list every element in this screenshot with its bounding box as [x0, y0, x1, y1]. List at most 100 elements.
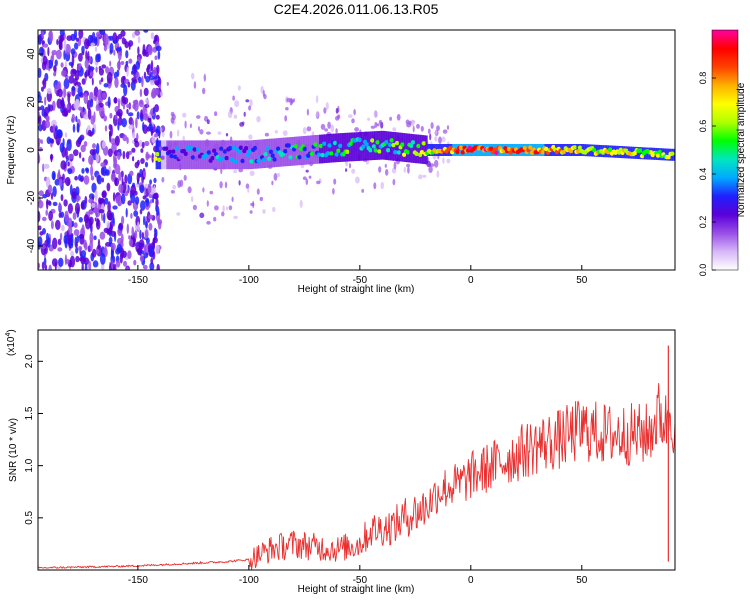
heatmap-noise-cell — [38, 35, 42, 45]
heatmap-band-cell — [667, 148, 670, 161]
heatmap-signal-cell — [371, 144, 377, 149]
heatmap-noise-cell — [59, 232, 63, 241]
heatmap-noise-cell — [145, 154, 152, 159]
heatmap-noise-cell — [76, 235, 80, 243]
heatmap-noise-cell — [133, 79, 138, 84]
heatmap-noise-cell — [86, 99, 91, 111]
heatmap-noise-cell — [143, 87, 149, 97]
heatmap-signal-cell — [293, 144, 299, 149]
heatmap-panel: -150 -100 -50 0 50 -40 -20 0 20 40 Height of str… — [6, 29, 676, 295]
heatmap-band-cell — [572, 144, 576, 156]
heatmap-noise-cell — [120, 61, 125, 65]
heatmap-noise-cell — [76, 197, 79, 203]
heatmap-noise-cell — [170, 117, 175, 124]
heatmap-noise-cell — [41, 40, 45, 45]
heatmap-band-cell — [159, 140, 162, 170]
heatmap-noise-cell — [85, 50, 88, 61]
heatmap-noise-cell — [427, 128, 431, 134]
heatmap-noise-cell — [112, 192, 116, 202]
heatmap-noise-cell — [92, 127, 95, 135]
heatmap-noise-cell — [145, 197, 150, 207]
heatmap-noise-cell — [91, 182, 97, 193]
colorbar-tick-label: 0.0 — [698, 264, 708, 277]
heatmap-noise-cell — [134, 230, 138, 239]
heatmap-noise-cell — [57, 88, 63, 98]
heatmap-noise-cell — [94, 189, 98, 202]
heatmap-noise-cell — [60, 194, 64, 202]
heatmap-signal-cell — [174, 146, 180, 151]
heatmap-noise-cell — [150, 60, 154, 72]
heatmap-noise-cell — [392, 127, 397, 132]
heatmap-noise-cell — [127, 250, 132, 260]
heatmap-noise-cell — [238, 168, 244, 173]
heatmap-signal-cell — [458, 145, 464, 150]
heatmap-band-cell — [430, 144, 434, 156]
heatmap-band-cell — [414, 134, 418, 164]
heatmap-noise-cell — [96, 248, 100, 255]
heatmap-noise-cell — [78, 136, 83, 143]
heatmap-noise-cell — [224, 181, 228, 189]
heatmap-noise-cell — [112, 205, 118, 210]
heatmap-signal-cell — [387, 142, 393, 147]
heatmap-band-cell — [358, 132, 361, 161]
heatmap-noise-cell — [51, 49, 57, 56]
heatmap-noise-cell — [42, 216, 47, 222]
heatmap-noise-cell — [141, 75, 144, 88]
heatmap-noise-cell — [248, 105, 252, 111]
heatmap-noise-cell — [130, 212, 133, 219]
heatmap-noise-cell — [38, 67, 42, 78]
heatmap-band-cell — [407, 133, 410, 163]
heatmap-signal-cell — [329, 151, 334, 156]
heatmap-noise-cell — [114, 115, 118, 120]
heatmap-noise-cell — [114, 135, 120, 146]
heatmap-noise-cell — [73, 30, 78, 40]
heatmap-noise-cell — [125, 60, 129, 66]
heatmap-noise-cell — [286, 97, 291, 103]
snr-y-axis-label: SNR (10 * v/v) — [8, 418, 19, 482]
heatmap-signal-cell — [389, 138, 394, 143]
heatmap-noise-cell — [107, 148, 113, 157]
heatmap-band-cell — [475, 144, 478, 156]
heatmap-noise-cell — [106, 221, 110, 229]
heatmap-noise-cell — [63, 78, 70, 90]
heatmap-signal-cell — [206, 150, 212, 155]
heatmap-noise-cell — [138, 76, 142, 84]
heatmap-noise-cell — [106, 182, 111, 192]
heatmap-noise-cell — [118, 184, 124, 193]
heatmap-noise-cell — [155, 114, 160, 120]
heatmap-noise-cell — [156, 64, 160, 75]
heatmap-noise-cell — [108, 212, 113, 221]
heatmap-noise-cell — [43, 163, 50, 169]
heatmap-noise-cell — [406, 163, 411, 168]
heatmap-noise-cell — [74, 202, 81, 215]
heatmap-noise-cell — [100, 77, 104, 82]
heatmap-band-cell — [636, 147, 639, 159]
heatmap-noise-cell — [263, 93, 267, 100]
heatmap-noise-cell — [46, 88, 52, 95]
heatmap-noise-cell — [262, 209, 266, 214]
heatmap-noise-cell — [110, 242, 116, 251]
heatmap-noise-cell — [150, 32, 155, 40]
heatmap-noise-cell — [99, 253, 106, 265]
heatmap-noise-cell — [217, 131, 222, 135]
heatmap-band-cell — [425, 135, 428, 165]
heatmap-band-cell — [343, 132, 346, 162]
heatmap-noise-cell — [299, 199, 303, 208]
heatmap-signal-cell — [153, 156, 158, 161]
heatmap-noise-cell — [203, 73, 206, 82]
colorbar-ticks: 0.0 0.2 0.4 0.6 0.8 — [698, 72, 716, 277]
heatmap-noise-cell — [85, 168, 89, 174]
heatmap-noise-cell — [389, 116, 392, 121]
heatmap-noise-cell — [189, 123, 192, 129]
heatmap-noise-cell — [245, 99, 250, 103]
heatmap-noise-cell — [176, 212, 181, 216]
heatmap-noise-cell — [112, 217, 115, 227]
heatmap-signal-cell — [393, 150, 398, 155]
heatmap-noise-cell — [446, 125, 450, 130]
heatmap-noise-cell — [108, 236, 113, 244]
heatmap-noise-cell — [271, 180, 274, 186]
heatmap-noise-cell — [121, 193, 126, 205]
heatmap-noise-cell — [248, 134, 253, 140]
heatmap-noise-cell — [57, 247, 63, 252]
heatmap-noise-cell — [50, 153, 53, 163]
